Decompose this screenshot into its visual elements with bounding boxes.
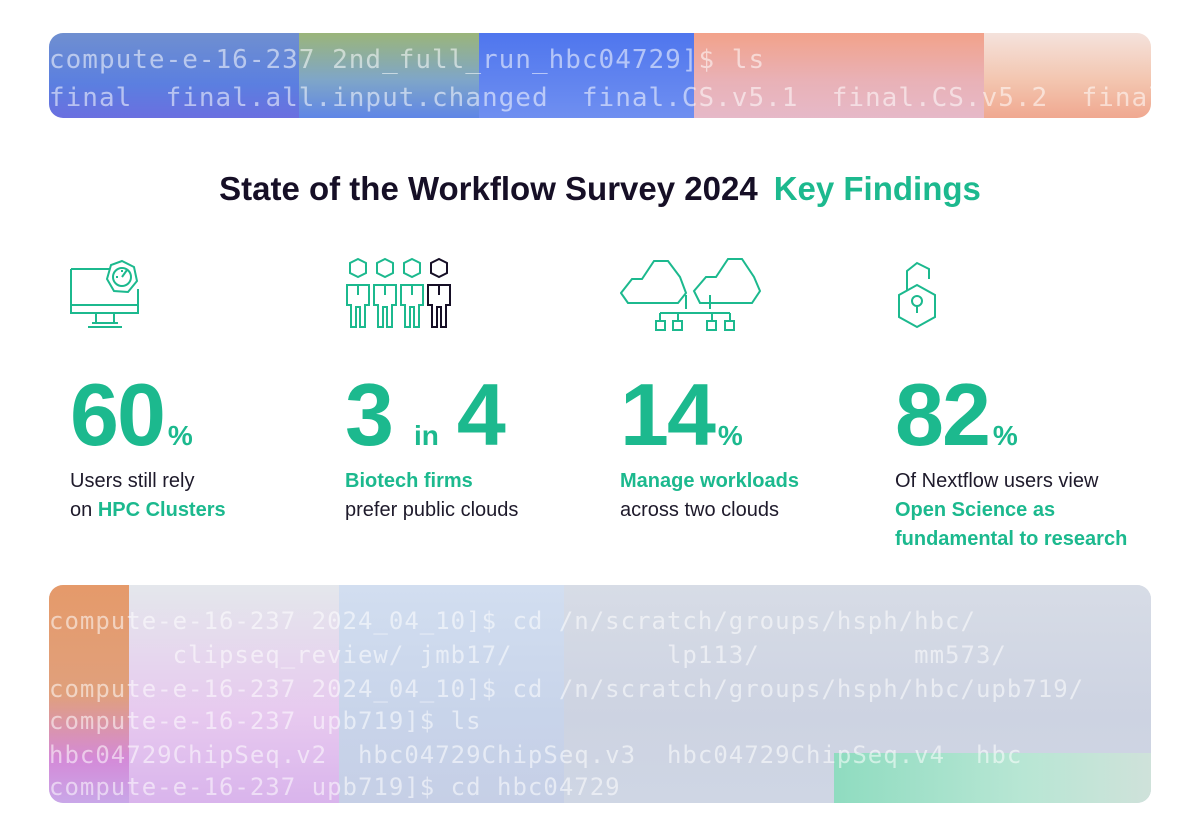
terminal-line: final final.all.input.changed final.CS.v…	[49, 83, 1151, 113]
stat-description: Users still rely on HPC Clusters	[70, 467, 340, 525]
stat-number: 60	[70, 365, 166, 464]
desc-text: on	[70, 499, 98, 521]
monitor-gauge-icon	[70, 259, 139, 328]
terminal-line: compute-e-16-237 upb719]$ ls	[49, 707, 482, 735]
stat-value: 82%	[895, 371, 1165, 459]
stat-unit: %	[717, 420, 743, 451]
stat-description: Of Nextflow users view Open Science as f…	[895, 467, 1165, 554]
stat-number: 4	[456, 365, 506, 464]
desc-highlight: fundamental to research	[895, 528, 1128, 550]
survey-title: State of the Workflow Survey 2024	[219, 170, 758, 207]
two-clouds-network-icon	[620, 258, 762, 331]
people-group-icon	[346, 257, 451, 328]
stat-value: 14%	[620, 371, 890, 459]
desc-highlight: HPC Clusters	[97, 499, 226, 521]
terminal-line: clipseq_review/ jmb17/ lp113/ mm573/	[49, 641, 1007, 669]
terminal-line: compute-e-16-237 2nd_full_run_hbc04729]$…	[49, 45, 766, 75]
terminal-line: hbc04729ChipSeq.v2 hbc04729ChipSeq.v3 hb…	[49, 741, 1023, 769]
stat-number: 3	[345, 365, 394, 464]
stat-value: 3 in 4	[345, 371, 615, 459]
bottom-terminal-banner: compute-e-16-237 2024_04_10]$ cd /n/scra…	[49, 585, 1151, 803]
desc-highlight: Open Science as	[895, 499, 1056, 521]
stat-value: 60%	[70, 371, 340, 459]
page-title: State of the Workflow Survey 2024 Key Fin…	[0, 170, 1200, 208]
padlock-hexagon-icon	[898, 261, 936, 329]
stat-unit: %	[992, 420, 1018, 451]
stat-unit: %	[167, 420, 193, 451]
key-findings-title: Key Findings	[773, 170, 981, 207]
desc-highlight: Biotech firms	[345, 470, 473, 492]
desc-line: Of Nextflow users view	[895, 470, 1099, 492]
desc-line: Users still rely	[70, 470, 195, 492]
desc-line: across two clouds	[620, 499, 779, 521]
desc-line: on HPC Clusters	[70, 496, 340, 525]
stat-open-science: 82% Of Nextflow users view Open Science …	[895, 255, 1165, 554]
stat-two-clouds: 14% Manage workloads across two clouds	[620, 255, 890, 525]
terminal-line: compute-e-16-237 upb719]$ cd hbc04729	[49, 773, 621, 801]
desc-line: prefer public clouds	[345, 499, 519, 521]
stat-biotech-clouds: 3 in 4 Biotech firms prefer public clouds	[345, 255, 615, 525]
stat-number: 14	[620, 365, 716, 464]
terminal-line: compute-e-16-237 2024_04_10]$ cd /n/scra…	[49, 675, 1085, 703]
desc-highlight: Manage workloads	[620, 470, 799, 492]
stat-number: 82	[895, 365, 991, 464]
stat-connector: in	[413, 420, 439, 451]
top-terminal-banner: compute-e-16-237 2nd_full_run_hbc04729]$…	[49, 33, 1151, 118]
terminal-line: compute-e-16-237 2024_04_10]$ cd /n/scra…	[49, 607, 976, 635]
stat-description: Manage workloads across two clouds	[620, 467, 890, 525]
stat-description: Biotech firms prefer public clouds	[345, 467, 615, 525]
stat-hpc-clusters: 60% Users still rely on HPC Clusters	[70, 255, 340, 525]
